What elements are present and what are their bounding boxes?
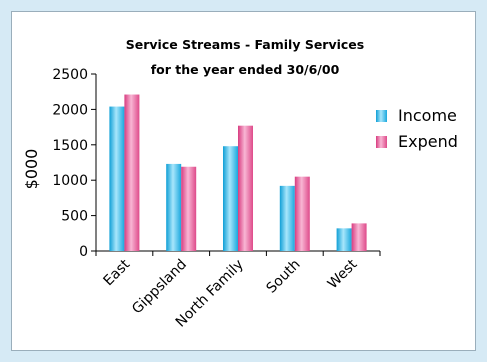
legend-swatch-income — [376, 110, 387, 122]
legend-swatch-expend — [376, 136, 387, 148]
bar-expend — [124, 94, 140, 251]
legend-label-expend: Expend — [398, 132, 458, 151]
bar-expend — [238, 125, 253, 251]
y-tick-labels: 0 500 1000 1500 2000 2500 — [52, 67, 88, 260]
y-axis-label: $000 — [22, 149, 41, 190]
x-tick-label: East — [101, 256, 134, 289]
y-tick-label: 1500 — [52, 138, 88, 154]
chart-title: Service Streams - Family Services — [126, 37, 364, 52]
x-tick-label: Gippsland — [129, 257, 190, 318]
chart-subtitle: for the year ended 30/6/00 — [151, 62, 340, 77]
bar-expend — [351, 223, 367, 251]
y-tick-label: 500 — [61, 209, 88, 225]
x-tick-label: South — [264, 257, 304, 297]
bar-income — [166, 163, 182, 251]
bar-expend — [294, 176, 310, 251]
y-tick-label: 2000 — [52, 102, 88, 118]
bar-income — [109, 106, 125, 252]
bar-income — [336, 228, 352, 251]
bar-income — [279, 185, 295, 251]
bar-income — [223, 146, 238, 251]
chart-panel: Service Streams - Family Services for th… — [11, 11, 476, 351]
axes — [91, 73, 381, 256]
legend-label-income: Income — [398, 106, 457, 125]
legend: Income Expend — [376, 106, 458, 151]
y-tick-label: 2500 — [52, 67, 88, 83]
y-tick-label: 0 — [79, 244, 88, 260]
bars — [109, 94, 367, 252]
x-tick-label: West — [325, 256, 361, 292]
bar-chart: Service Streams - Family Services for th… — [22, 37, 458, 331]
bar-expend — [181, 166, 197, 251]
y-tick-label: 1000 — [52, 173, 88, 189]
